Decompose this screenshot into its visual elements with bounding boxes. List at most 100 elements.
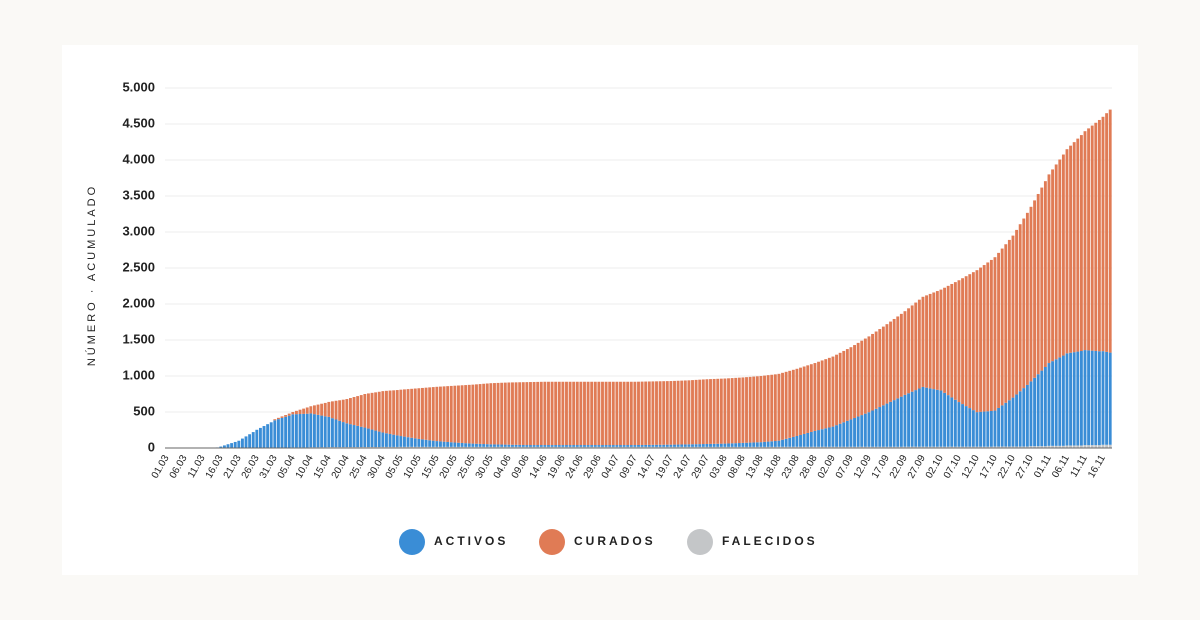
bar-segment xyxy=(766,446,770,448)
bar-segment xyxy=(417,438,421,447)
bar-segment xyxy=(1007,239,1011,401)
bar-segment xyxy=(914,302,918,391)
bar-segment xyxy=(633,446,637,448)
bar-segment xyxy=(946,285,950,396)
bar-segment xyxy=(759,442,763,447)
bar-segment xyxy=(1047,363,1051,446)
bar-segment xyxy=(287,413,291,416)
bar-segment xyxy=(1058,357,1062,446)
bar-segment xyxy=(939,289,943,391)
bar-segment xyxy=(932,389,936,447)
bar-segment xyxy=(359,426,363,448)
bar-segment xyxy=(352,425,356,448)
bar-segment xyxy=(1079,445,1083,448)
bar-segment xyxy=(381,391,385,433)
bar-segment xyxy=(662,444,666,447)
bar-segment xyxy=(406,446,410,448)
bar-segment xyxy=(896,316,900,399)
bar-segment xyxy=(701,444,705,447)
bar-segment xyxy=(500,446,504,448)
bar-segment xyxy=(719,378,723,444)
bar-segment xyxy=(449,385,453,443)
bar-segment xyxy=(964,406,968,447)
bar-segment xyxy=(716,378,720,444)
bar-segment xyxy=(1065,353,1069,446)
bar-segment xyxy=(367,393,370,429)
bar-segment xyxy=(968,408,972,447)
bar-segment xyxy=(511,382,514,445)
bar-segment xyxy=(377,431,381,447)
bar-segment xyxy=(953,282,957,400)
bar-segment xyxy=(529,445,532,447)
bar-segment xyxy=(330,401,334,419)
bar-segment xyxy=(381,432,385,447)
bar-segment xyxy=(910,446,914,448)
bar-segment xyxy=(658,444,662,447)
bar-segment xyxy=(781,372,784,440)
bar-segment xyxy=(388,390,392,434)
bar-segment xyxy=(593,445,597,447)
bar-segment xyxy=(838,446,842,448)
bar-segment xyxy=(655,446,658,448)
bar-segment xyxy=(871,410,874,447)
bar-segment xyxy=(701,446,705,448)
bar-segment xyxy=(932,292,936,390)
bar-segment xyxy=(442,386,446,442)
bar-segment xyxy=(302,408,306,414)
bar-segment xyxy=(590,381,594,446)
bar-segment xyxy=(986,446,990,448)
bar-segment xyxy=(276,417,280,420)
bar-segment xyxy=(953,399,957,447)
bar-segment xyxy=(727,378,730,444)
bar-segment xyxy=(1007,400,1011,447)
bar-segment xyxy=(464,443,468,447)
bar-segment xyxy=(413,438,417,447)
bar-segment xyxy=(532,446,536,448)
bar-segment xyxy=(946,446,950,448)
bar-segment xyxy=(644,446,648,448)
bar-segment xyxy=(529,382,532,446)
bar-segment xyxy=(1097,351,1101,446)
bar-segment xyxy=(626,445,630,447)
bar-segment xyxy=(608,381,612,446)
bar-segment xyxy=(453,385,457,443)
bar-segment xyxy=(1083,131,1087,351)
bar-segment xyxy=(276,419,280,448)
bar-segment xyxy=(662,446,666,448)
bar-segment xyxy=(590,446,594,448)
bar-segment xyxy=(788,437,792,447)
bar-segment xyxy=(964,276,968,407)
bar-segment xyxy=(421,446,424,448)
bar-segment xyxy=(741,442,745,447)
bar-segment xyxy=(759,446,763,448)
bar-segment xyxy=(478,384,482,444)
bar-segment xyxy=(1011,446,1015,448)
bar-segment xyxy=(784,438,788,447)
bar-segment xyxy=(305,407,309,414)
bar-segment xyxy=(658,446,662,448)
bar-segment xyxy=(489,383,493,445)
bar-segment xyxy=(467,384,471,444)
bar-segment xyxy=(611,446,615,448)
bar-segment xyxy=(694,446,698,448)
bar-segment xyxy=(1087,445,1091,448)
bar-segment xyxy=(356,425,360,448)
bar-segment xyxy=(1000,446,1004,448)
bar-segment xyxy=(943,287,947,393)
bar-segment xyxy=(489,444,493,447)
bar-segment xyxy=(867,446,871,448)
bar-segment xyxy=(680,446,684,448)
bar-segment xyxy=(871,446,874,448)
bar-segment xyxy=(424,446,428,448)
bar-segment xyxy=(410,437,414,447)
bar-segment xyxy=(579,445,583,447)
bar-segment xyxy=(1018,224,1022,392)
bar-segment xyxy=(860,340,864,416)
bar-segment xyxy=(665,381,669,445)
bar-segment xyxy=(323,402,327,417)
bar-segment xyxy=(698,446,702,448)
bar-segment xyxy=(705,446,709,448)
bar-segment xyxy=(845,420,849,447)
bar-segment xyxy=(899,446,903,448)
bar-segment xyxy=(712,443,716,447)
